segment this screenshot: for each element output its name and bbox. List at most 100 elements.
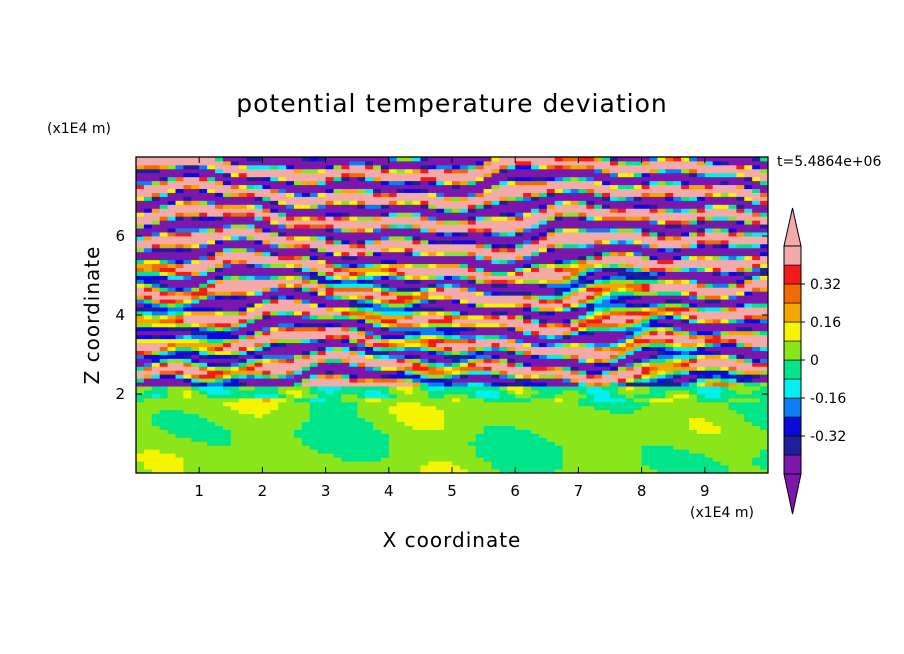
field-cell (657, 318, 666, 324)
field-cell (483, 338, 492, 344)
field-cell (357, 386, 366, 391)
field-cell (562, 251, 571, 257)
field-cell (412, 397, 421, 403)
field-cell (760, 461, 768, 466)
field-cell (365, 469, 374, 473)
field-cell (554, 457, 563, 462)
field-cell (681, 232, 690, 237)
field-cell (704, 358, 714, 363)
field-cell (507, 251, 516, 257)
field-cell (143, 299, 153, 304)
field-cell (301, 322, 311, 328)
field-cell (396, 259, 405, 265)
field-cell (483, 303, 492, 308)
field-cell (728, 386, 737, 391)
field-cell (728, 318, 737, 324)
field-cell (483, 287, 492, 292)
field-cell (641, 330, 650, 336)
field-cell (262, 417, 271, 423)
field-cell (420, 469, 429, 473)
field-cell (286, 232, 295, 237)
field-cell (396, 386, 405, 391)
field-cell (412, 405, 421, 411)
field-cell (301, 457, 311, 462)
field-cell (578, 334, 587, 340)
field-cell (744, 279, 753, 284)
field-cell (562, 342, 571, 347)
field-cell (491, 441, 500, 446)
field-cell (404, 263, 413, 268)
field-cell (744, 370, 753, 375)
field-cell (649, 283, 658, 288)
field-cell (744, 338, 753, 344)
field-cell (720, 453, 729, 458)
field-cell (373, 374, 382, 379)
field-cell (562, 315, 571, 320)
field-cell (602, 358, 611, 363)
field-cell (712, 382, 721, 387)
field-cell (499, 417, 508, 423)
field-cell (507, 318, 516, 324)
field-cell (499, 255, 508, 261)
field-cell (467, 390, 477, 395)
field-cell (728, 366, 737, 371)
field-cell (641, 465, 650, 470)
field-cell (728, 259, 737, 265)
field-cell (309, 437, 319, 442)
field-cell (617, 453, 627, 458)
field-cell (238, 279, 247, 284)
field-cell (720, 390, 729, 395)
field-cell (625, 362, 635, 367)
field-cell (294, 413, 303, 419)
field-cell (159, 326, 168, 332)
field-cell (554, 315, 563, 320)
field-cell (499, 251, 508, 257)
field-cell (704, 366, 714, 371)
field-cell (270, 390, 279, 395)
field-cell (523, 362, 532, 367)
field-cell (696, 366, 706, 371)
field-cell (436, 437, 445, 442)
field-cell (191, 311, 200, 316)
field-cell (199, 338, 208, 344)
field-cell (294, 267, 303, 272)
field-cell (373, 259, 382, 265)
field-cell (554, 469, 563, 473)
field-cell (578, 275, 587, 280)
field-cell (562, 397, 571, 403)
field-cell (286, 453, 295, 458)
field-cell (570, 318, 579, 324)
field-cell (333, 421, 342, 426)
field-cell (491, 283, 500, 288)
field-cell (420, 236, 429, 241)
field-cell (720, 275, 729, 280)
field-cell (720, 322, 729, 328)
field-cell (262, 409, 271, 415)
field-cell (428, 263, 437, 268)
field-cell (412, 457, 421, 462)
field-cell (136, 449, 145, 454)
field-cell (444, 236, 453, 241)
field-cell (230, 433, 240, 438)
field-cell (554, 425, 563, 430)
field-cell (728, 469, 737, 473)
field-cell (444, 239, 453, 245)
field-cell (665, 441, 674, 446)
field-cell (594, 334, 603, 340)
field-cell (301, 334, 311, 340)
field-cell (167, 457, 176, 462)
field-cell (175, 386, 184, 391)
field-cell (538, 429, 548, 434)
field-cell (159, 287, 168, 292)
field-cell (720, 469, 729, 473)
field-cell (720, 409, 729, 415)
field-cell (388, 465, 398, 470)
field-cell (207, 271, 216, 276)
field-cell (641, 342, 650, 347)
field-cell (309, 397, 319, 403)
field-cell (143, 453, 153, 458)
field-cell (452, 409, 461, 415)
field-cell (428, 354, 437, 359)
field-cell (744, 390, 753, 395)
field-cell (515, 271, 524, 276)
